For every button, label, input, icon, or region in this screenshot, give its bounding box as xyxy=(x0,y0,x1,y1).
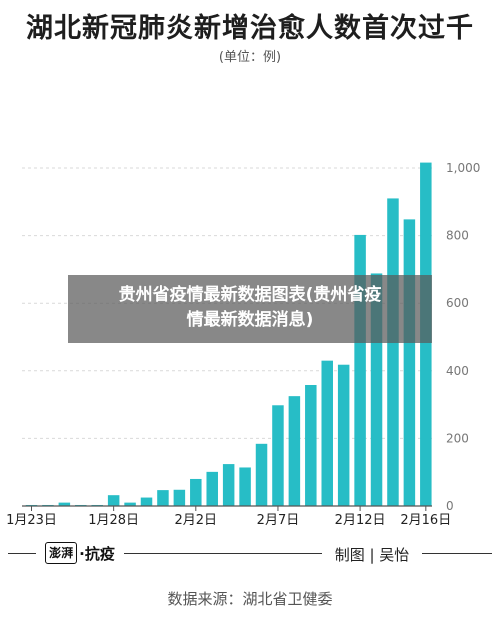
chart-credit: 制图 | 吴怡 xyxy=(322,544,422,566)
bar-2月4日 xyxy=(222,464,235,506)
y-tick-label: 200 xyxy=(446,431,469,445)
x-tick-label: 2月7日 xyxy=(257,513,300,528)
overlay-line-2: 情最新数据消息) xyxy=(186,310,314,330)
x-tick-label: 2月16日 xyxy=(400,513,451,528)
bar-1月30日 xyxy=(140,497,153,506)
footer-divider-middle xyxy=(124,553,322,554)
watermark-overlay: 贵州省疫情最新数据图表(贵州省疫 情最新数据消息) xyxy=(68,275,432,343)
logo-seal: 澎湃 xyxy=(45,542,78,564)
bar-2月7日 xyxy=(272,405,284,506)
bar-2月13日 xyxy=(370,273,383,506)
footer-divider-right xyxy=(422,553,492,554)
bar-2月5日 xyxy=(239,467,251,506)
x-tick-label: 1月23日 xyxy=(6,513,57,528)
logo-label: ·抗疫 xyxy=(79,544,115,563)
unit-label: (单位：例) xyxy=(218,50,282,65)
bar-2月1日 xyxy=(173,489,186,506)
footer-divider-left xyxy=(8,553,36,554)
overlay-line-1: 贵州省疫情最新数据图表(贵州省疫 xyxy=(118,285,382,305)
x-tick-label: 2月12日 xyxy=(335,513,386,528)
bar-2月11日 xyxy=(337,364,350,506)
bar-2月3日 xyxy=(206,471,218,506)
bar-2月8日 xyxy=(288,396,301,506)
bar-2月14日 xyxy=(387,198,399,507)
publisher-logo: 澎湃 ·抗疫 xyxy=(36,540,124,566)
data-source: 数据来源：湖北省卫健委 xyxy=(167,590,333,608)
y-tick-label: 800 xyxy=(446,229,469,243)
y-tick-label: 0 xyxy=(446,499,454,513)
bar-2月10日 xyxy=(321,360,333,506)
bar-2月9日 xyxy=(305,384,317,506)
bar-1月28日 xyxy=(107,495,120,506)
bar-1月25日 xyxy=(58,502,71,506)
x-tick-label: 2月2日 xyxy=(175,513,218,528)
y-tick-label: 600 xyxy=(446,296,469,310)
bar-2月12日 xyxy=(354,234,366,506)
bar-2月6日 xyxy=(255,443,268,506)
bar-2月15日 xyxy=(403,219,416,506)
y-tick-label: 1,000 xyxy=(446,161,480,175)
y-tick-label: 400 xyxy=(446,364,469,378)
bar-2月2日 xyxy=(190,478,202,506)
x-tick-label: 1月28日 xyxy=(88,513,139,528)
bar-1月31日 xyxy=(157,490,169,506)
chart-title: 湖北新冠肺炎新增治愈人数首次过千 xyxy=(26,13,474,44)
bar-1月29日 xyxy=(124,502,136,506)
